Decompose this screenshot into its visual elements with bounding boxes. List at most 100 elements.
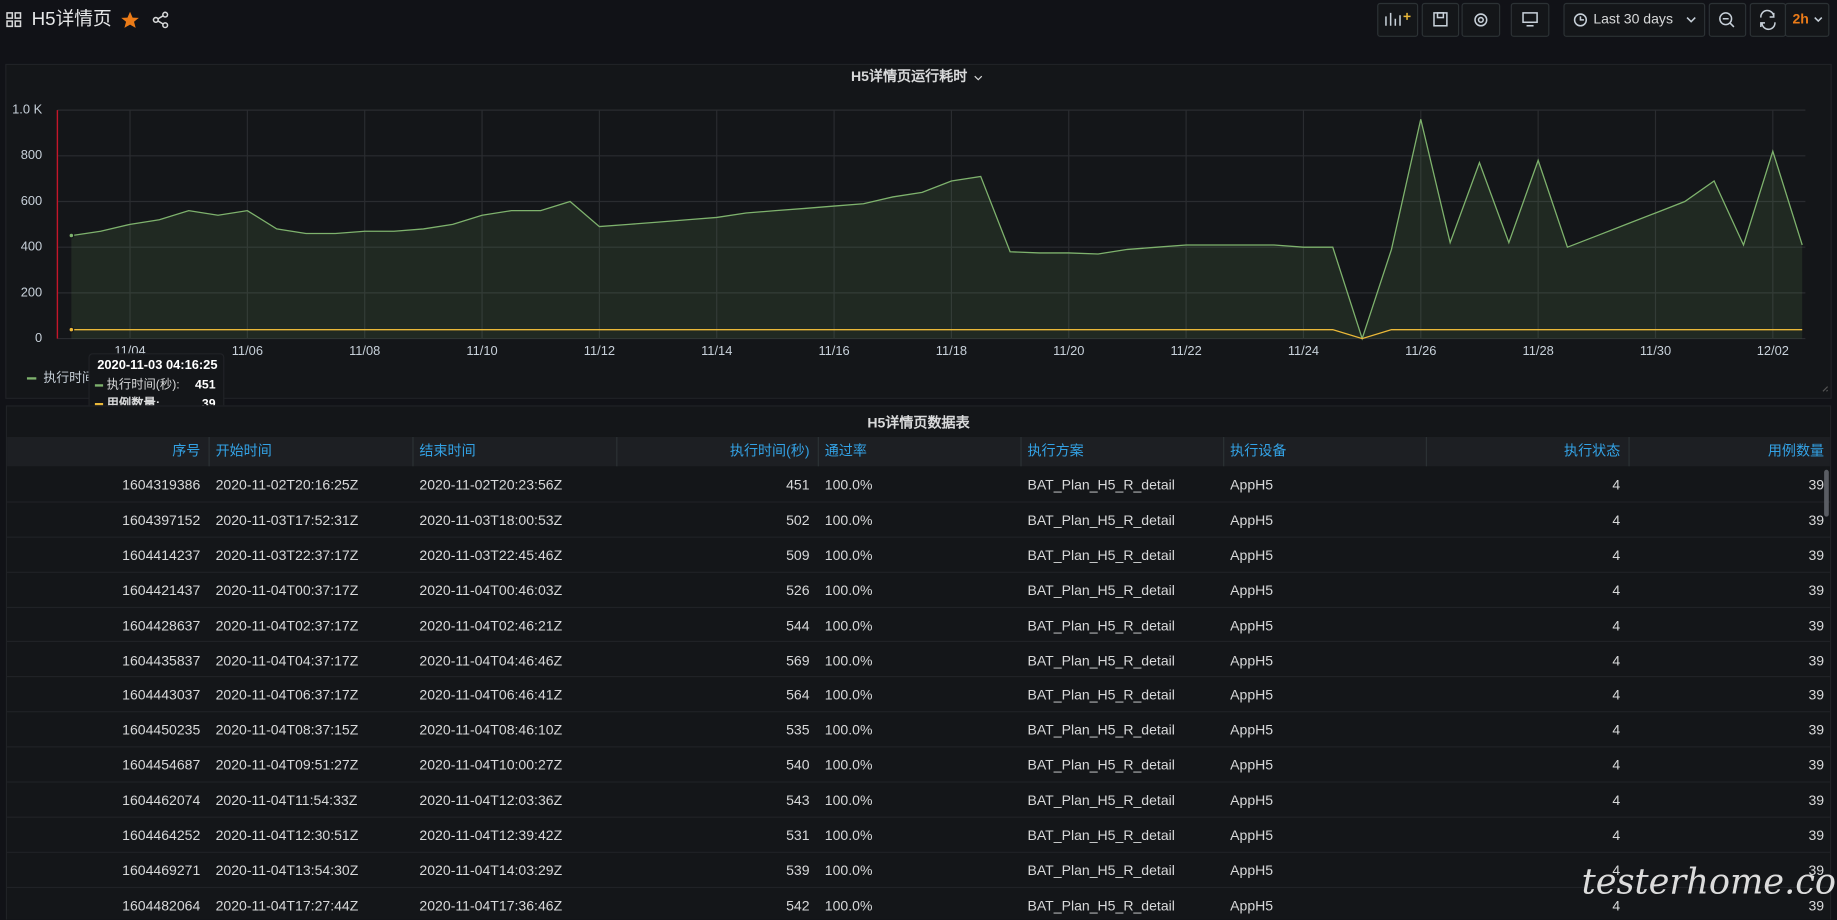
scrollbar[interactable] xyxy=(1824,469,1829,517)
table-cell: 569 xyxy=(786,651,810,669)
x-tick-label: 11/14 xyxy=(701,343,732,358)
table-cell: 4 xyxy=(1612,862,1621,879)
refresh-button[interactable] xyxy=(1749,2,1787,37)
column-separator xyxy=(1020,436,1022,467)
zoom-out-button[interactable] xyxy=(1708,2,1747,37)
table-cell: BAT_Plan_H5_R_detail xyxy=(1027,616,1175,634)
table-cell: 1604414237 xyxy=(122,546,201,564)
table-cell: AppH5 xyxy=(1230,722,1274,739)
table-cell: 4 xyxy=(1612,476,1621,494)
table-cell: 2020-11-04T04:37:17Z xyxy=(215,651,359,669)
settings-button[interactable] xyxy=(1461,2,1501,37)
tooltip-value: 39 xyxy=(202,396,216,405)
table-cell: 2020-11-04T06:37:17Z xyxy=(215,686,359,704)
panel-menu-caret[interactable] xyxy=(974,75,983,81)
refresh-interval[interactable] xyxy=(1784,2,1830,37)
table-cell: 39 xyxy=(1808,792,1825,809)
table-row: 1604464252 2020-11-04T12:30:51Z 2020-11-04… xyxy=(7,818,1830,853)
table-cell: 2020-11-04T00:46:03Z xyxy=(419,581,563,599)
dashboard-title[interactable]: H5详情页 xyxy=(32,8,112,29)
tooltip xyxy=(88,353,225,406)
column-header[interactable]: 执行状态 xyxy=(1564,442,1621,460)
y-tick-label: 600 xyxy=(21,193,42,208)
table-cell: BAT_Plan_H5_R_detail xyxy=(1027,757,1175,774)
table-cell: BAT_Plan_H5_R_detail xyxy=(1027,511,1175,529)
table-cell: 535 xyxy=(786,722,810,739)
table-cell: 2020-11-04T08:37:15Z xyxy=(215,722,359,739)
resize-handle[interactable] xyxy=(1822,386,1829,392)
x-tick-label: 11/24 xyxy=(1288,343,1319,358)
table-cell: 451 xyxy=(786,476,810,494)
column-header[interactable]: 结束时间 xyxy=(419,442,476,460)
column-header[interactable]: 开始时间 xyxy=(215,442,272,460)
table-cell: 2020-11-04T06:46:41Z xyxy=(419,686,563,704)
table-cell: 564 xyxy=(786,686,810,704)
table-cell: 39 xyxy=(1808,862,1825,879)
table-row: 1604482064 2020-11-04T17:27:44Z 2020-11-04… xyxy=(7,888,1830,920)
tv-mode-button[interactable] xyxy=(1510,2,1550,37)
table-cell: 531 xyxy=(786,827,810,844)
table-cell: BAT_Plan_H5_R_detail xyxy=(1027,897,1175,914)
y-tick-label: 1.0 K xyxy=(12,102,42,117)
table-cell: 1604469271 xyxy=(122,862,201,879)
table-cell: 4 xyxy=(1612,686,1621,704)
grid-icon[interactable] xyxy=(6,12,22,28)
x-tick-label: 11/18 xyxy=(936,343,967,358)
column-separator xyxy=(412,436,414,467)
table-cell: 2020-11-04T08:46:10Z xyxy=(419,722,563,739)
column-header[interactable]: 通过率 xyxy=(824,442,867,460)
x-tick-label: 11/16 xyxy=(818,343,849,358)
table-cell: BAT_Plan_H5_R_detail xyxy=(1027,686,1175,704)
panel-title[interactable]: H5详情页运行耗时 xyxy=(851,68,967,84)
column-header[interactable]: 执行时间(秒) xyxy=(729,442,810,460)
table-cell: 2020-11-04T11:54:33Z xyxy=(215,792,358,809)
time-picker[interactable] xyxy=(1563,2,1706,37)
table-row: 1604421437 2020-11-04T00:37:17Z 2020-11-04… xyxy=(7,573,1830,608)
table-cell: 2020-11-02T20:16:25Z xyxy=(215,476,359,494)
table-cell: BAT_Plan_H5_R_detail xyxy=(1027,792,1175,809)
table-cell: 542 xyxy=(786,897,810,914)
table-cell: 2020-11-03T18:00:53Z xyxy=(419,511,563,529)
table-cell: 100.0% xyxy=(824,616,873,634)
table-cell: 39 xyxy=(1808,511,1825,529)
add-panel-button[interactable] xyxy=(1377,2,1419,37)
tooltip-time: 2020-11-03 04:16:25 xyxy=(97,357,217,372)
table-cell: 4 xyxy=(1612,792,1621,809)
table-cell: AppH5 xyxy=(1230,581,1274,599)
column-header[interactable]: 序号 xyxy=(172,442,201,460)
save-button[interactable] xyxy=(1421,2,1460,37)
column-header[interactable]: 执行设备 xyxy=(1230,442,1287,460)
table-header: 序号 开始时间 结束时间 执行时间(秒) 通过率 执行方案 执行设备 执行状态 用例数量 xyxy=(7,436,1830,467)
y-tick-label: 0 xyxy=(35,330,42,345)
table-cell: 39 xyxy=(1808,757,1825,774)
time-range[interactable]: Last 30 days xyxy=(1593,11,1673,27)
table-cell: 2020-11-04T14:03:29Z xyxy=(419,862,563,879)
table-cell: 39 xyxy=(1808,722,1825,739)
table-cell: AppH5 xyxy=(1230,476,1274,494)
star-icon[interactable] xyxy=(121,11,139,28)
table-cell: 539 xyxy=(786,862,810,879)
chart-panel xyxy=(5,63,1832,399)
table-cell: 2020-11-04T02:37:17Z xyxy=(215,616,359,634)
table-cell: BAT_Plan_H5_R_detail xyxy=(1027,651,1175,669)
column-header[interactable]: 用例数量 xyxy=(1767,442,1825,460)
x-tick-label: 11/30 xyxy=(1640,343,1671,358)
refresh-interval-label[interactable]: 2h xyxy=(1792,11,1808,27)
table-cell: 100.0% xyxy=(824,862,873,879)
x-tick-label: 11/08 xyxy=(349,343,380,358)
x-tick-label: 11/28 xyxy=(1523,343,1554,358)
table-cell: 2020-11-04T17:36:46Z xyxy=(419,897,563,914)
table-cell: 1604464252 xyxy=(122,827,201,844)
table-title[interactable]: H5详情页数据表 xyxy=(867,414,970,432)
table-cell: AppH5 xyxy=(1230,792,1274,809)
table-cell: 4 xyxy=(1612,616,1621,634)
table-row: 1604428637 2020-11-04T02:37:17Z 2020-11-04… xyxy=(7,608,1830,643)
share-icon[interactable] xyxy=(152,11,169,29)
table-cell: 2020-11-04T17:27:44Z xyxy=(215,897,359,914)
table-cell: 544 xyxy=(786,616,810,634)
table-cell: AppH5 xyxy=(1230,686,1274,704)
table-cell: 509 xyxy=(786,546,810,564)
table-row: 1604435837 2020-11-04T04:37:17Z 2020-11-04… xyxy=(7,643,1830,678)
column-header[interactable]: 执行方案 xyxy=(1027,442,1084,460)
